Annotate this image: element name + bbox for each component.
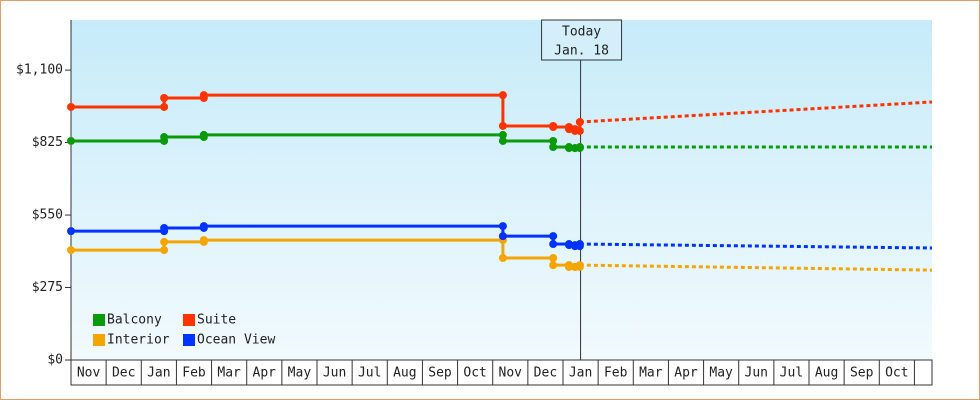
x-tick-label: Mar xyxy=(639,366,663,381)
plot-area xyxy=(71,20,932,360)
point-marker xyxy=(67,246,75,255)
point-marker xyxy=(160,237,169,246)
legend-swatch xyxy=(93,334,105,346)
point-marker xyxy=(199,236,208,245)
point-marker xyxy=(160,223,169,232)
step-marker xyxy=(549,136,558,145)
x-tick-label: May xyxy=(709,366,733,381)
legend-label: Suite xyxy=(197,313,236,328)
point-marker xyxy=(549,123,558,132)
point-marker xyxy=(199,222,208,231)
legend-label: Ocean View xyxy=(197,333,275,348)
legend-swatch xyxy=(183,314,195,326)
x-tick-label: Jan xyxy=(569,366,592,381)
today-box xyxy=(541,19,623,61)
point-marker xyxy=(67,102,75,111)
y-tick-label: $275 xyxy=(32,280,63,295)
legend-swatch xyxy=(183,334,195,346)
point-marker xyxy=(160,133,169,142)
x-tick-label: Apr xyxy=(674,366,698,381)
x-tick-label: Oct xyxy=(463,366,486,381)
point-marker xyxy=(575,143,584,152)
point-marker xyxy=(160,94,169,103)
x-tick-label: Jun xyxy=(323,366,346,381)
point-marker xyxy=(498,254,507,262)
x-tick-label: Dec xyxy=(534,366,557,381)
point-marker xyxy=(549,240,558,249)
point-marker xyxy=(67,136,75,145)
point-marker xyxy=(199,130,208,139)
x-tick-label: Nov xyxy=(499,366,523,381)
point-marker xyxy=(498,136,507,145)
today-label: Today xyxy=(562,25,601,40)
x-tick-label: Apr xyxy=(253,366,277,381)
today-label: Jan. 18 xyxy=(554,44,609,59)
point-marker xyxy=(564,144,573,153)
step-marker xyxy=(498,130,507,139)
y-tick-label: $825 xyxy=(32,135,63,150)
x-tick-label: Oct xyxy=(885,366,908,381)
point-marker xyxy=(570,126,579,135)
x-tick-label: Jul xyxy=(358,366,381,381)
point-marker xyxy=(575,240,584,249)
point-marker xyxy=(549,143,558,152)
y-tick-label: $0 xyxy=(47,353,63,368)
x-tick-label: Nov xyxy=(77,366,101,381)
legend-label: Balcony xyxy=(107,313,162,328)
point-marker xyxy=(564,262,573,271)
x-tick-label: Dec xyxy=(112,366,135,381)
point-marker xyxy=(498,121,507,130)
point-marker xyxy=(498,232,507,241)
point-marker xyxy=(549,261,558,270)
x-tick-label: Sep xyxy=(850,366,874,381)
x-tick-label: Jul xyxy=(780,366,803,381)
step-marker xyxy=(498,222,507,231)
x-tick-label: Aug xyxy=(393,366,416,381)
step-marker xyxy=(549,254,558,262)
y-tick-label: $1,100 xyxy=(16,63,63,78)
legend-swatch xyxy=(93,314,105,326)
x-tick-label: May xyxy=(288,366,312,381)
point-marker xyxy=(199,91,208,100)
x-tick-label: Aug xyxy=(815,366,838,381)
x-tick-label: Mar xyxy=(217,366,241,381)
point-marker xyxy=(575,118,584,126)
step-marker xyxy=(498,91,507,100)
x-tick-label: Jun xyxy=(745,366,768,381)
legend-label: Interior xyxy=(107,333,170,348)
x-tick-label: Sep xyxy=(428,366,452,381)
point-marker xyxy=(575,261,584,270)
y-tick-label: $550 xyxy=(32,208,63,223)
step-marker xyxy=(160,246,169,255)
x-tick-label: Feb xyxy=(604,366,628,381)
x-tick-label: Jan xyxy=(147,366,170,381)
forecast-line xyxy=(579,263,933,272)
point-marker xyxy=(564,241,573,250)
x-axis-band xyxy=(70,359,933,386)
forecast-line xyxy=(579,100,933,124)
point-marker xyxy=(67,227,75,236)
step-marker xyxy=(160,102,169,111)
x-tick-label: Feb xyxy=(182,366,206,381)
step-marker xyxy=(549,232,558,241)
forecast-line xyxy=(579,242,933,250)
